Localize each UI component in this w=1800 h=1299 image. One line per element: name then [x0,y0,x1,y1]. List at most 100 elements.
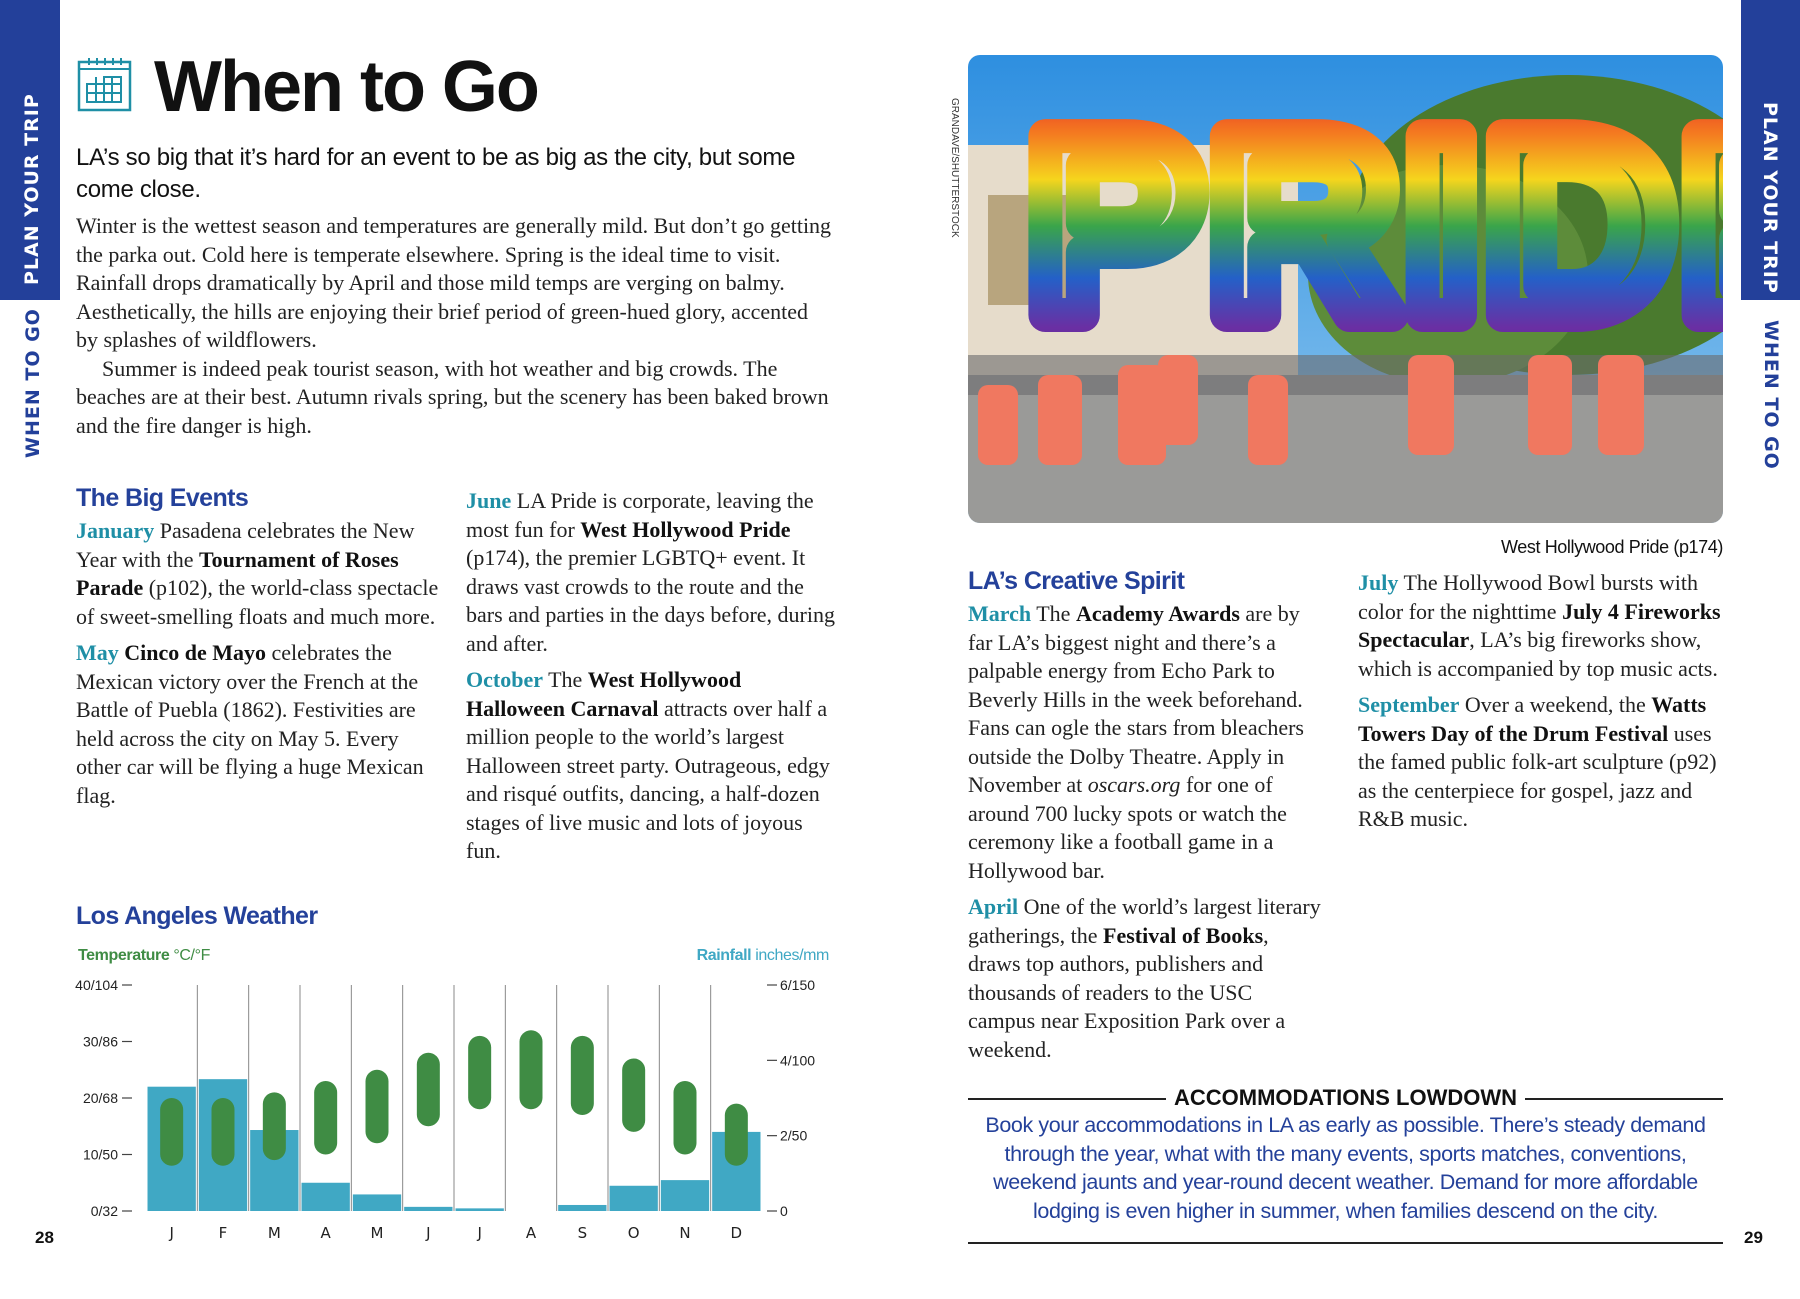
event-month: July [1358,570,1399,595]
text-run: oscars.org [1087,772,1181,797]
weather-heading: Los Angeles Weather [76,902,318,930]
section-heading-big-events: The Big Events [76,484,249,512]
temperature-range-bar-3 [314,1081,338,1155]
chapter-tab-when-to-go[interactable]: WHEN TO GO [0,300,60,470]
event-month: June [466,488,512,513]
temperature-range-bar-0 [160,1098,184,1166]
photo-credit-text: GRANDAVE/SHUTTERSTOCK [949,98,960,238]
text-run: celebrates the Mexican victory over the … [76,640,424,808]
text-run: attracts over half a million people to t… [466,695,830,864]
text-run: LA Pride is corporate, leaving the most … [466,488,814,542]
event-month: May [76,640,119,665]
temperature-unit: °C/°F [173,947,210,964]
right-tick-label: 4/100 [780,1052,815,1068]
left-tick-label: 20/68 [83,1090,118,1106]
month-label: N [679,1224,690,1242]
month-label: F [219,1224,228,1242]
text-run: The [542,667,588,692]
event-name: July 4 Fireworks Spectacular [1358,598,1721,653]
text-run: uses the famed public folk-art sculpture… [1358,720,1717,832]
temperature-range-bar-4 [365,1069,389,1144]
event-name: Tournament of Roses Parade [76,546,399,601]
temperature-range-bar-8 [570,1035,594,1115]
month-label: O [628,1224,640,1242]
temperature-range-bar-7 [519,1030,543,1110]
right-tick-label: 6/150 [780,977,815,993]
rainfall-bar-6 [455,1208,504,1211]
event-name: West Hollywood Halloween Carnaval [466,667,742,721]
accommodations-heading: ACCOMMODATIONS LOWDOWN [1166,1085,1525,1110]
text-run: for one of around 700 lucky spots or wat… [968,772,1287,883]
rainfall-bar-9 [609,1185,658,1211]
photo-credit: GRANDAVE/SHUTTERSTOCK [946,98,962,258]
event-name: Festival of Books [1103,922,1264,948]
event-name: Academy Awards [1075,601,1240,626]
month-label: A [321,1224,332,1242]
month-label: J [425,1224,430,1242]
temperature-range-bar-5 [416,1052,440,1127]
text-run: , draws top authors, publishers and thou… [968,922,1286,1062]
month-label: J [476,1224,481,1242]
section-tab-plan-your-trip[interactable]: PLAN YOUR TRIP [0,0,60,300]
rainfall-bar-8 [558,1204,607,1211]
paragraph: Summer is indeed peak tourist season, wi… [76,355,829,438]
rainfall-label: Rainfall [696,947,752,964]
event-name: Cinco de Mayo [124,640,267,665]
big-events-col-1: The Big Events January Pasadena celebrat… [76,484,446,818]
weather-chart: 0/32 10/50 20/68 30/86 40/104 0 2/50 4/100 6/150… [75,977,815,1242]
section-tab-plan-your-trip-right[interactable]: PLAN YOUR TRIP [1741,0,1800,300]
event-month: September [1358,692,1460,717]
event-may: May Cinco de Mayo celebrates the Mexican… [76,639,446,810]
left-tick-label: 0/32 [91,1203,118,1219]
text-run: One of the world’s largest literary gath… [968,894,1321,948]
creative-spirit-col-1: LA’s Creative Spirit March The Academy A… [968,567,1324,1072]
temperature-range-bar-9 [622,1058,646,1132]
rainfall-bar-10 [660,1180,710,1211]
intro-text: LA’s so big that it’s hard for an event … [76,144,796,203]
event-name: Watts Towers Day of the Drum Festival [1358,692,1707,746]
temperature-range-bar-2 [262,1092,286,1161]
rainfall-bar-3 [301,1182,350,1211]
rainfall-unit: inches/mm [755,947,829,964]
text-run: , LA’s big fireworks show, which is acco… [1358,627,1718,681]
chapter-tab-when-to-go-right[interactable]: WHEN TO GO [1741,300,1800,470]
text-run: The [1031,601,1076,626]
accommodations-box: ACCOMMODATIONS LOWDOWN Book your accommo… [968,1085,1723,1245]
text-run: Pasadena celebrates the New Year with th… [76,518,415,572]
left-tick-label: 40/104 [75,977,118,993]
accommodations-body: Book your accommodations in LA as early … [985,1113,1706,1223]
intro-body: Winter is the wettest season and tempera… [76,212,832,440]
creative-spirit-col-2: July The Hollywood Bowl bursts with colo… [1358,569,1728,842]
section-heading-creative-spirit: LA’s Creative Spirit [968,567,1185,595]
text-run: Over a weekend, the [1459,692,1652,717]
chapter-tab-label: WHEN TO GO [22,308,44,458]
text-run: (p102), the world-class spectacle of swe… [76,575,439,629]
month-label: D [731,1224,743,1242]
event-june: June LA Pride is corporate, leaving the … [466,487,836,658]
left-tick-label: 10/50 [83,1147,118,1163]
temperature-label: Temperature [78,947,170,964]
temperature-range-bar-11 [724,1103,748,1166]
event-september: September Over a weekend, the Watts Towe… [1358,691,1728,834]
big-events-col-2: June LA Pride is corporate, leaving the … [466,487,836,874]
event-month: January [76,518,155,543]
pride-balloon-sign: PRIDE [1028,81,1723,371]
rainfall-axis-title: Rainfall inches/mm [696,947,830,965]
divider [968,1242,1723,1244]
text-run: The Hollywood Bowl bursts with color for… [1358,570,1699,624]
event-month: March [968,601,1032,626]
chapter-tab-label: WHEN TO GO [1760,320,1782,470]
text-run: (p174), the premier LGBTQ+ event. It dra… [466,545,835,656]
event-march: March The Academy Awards are by far LA’s… [968,600,1324,885]
temperature-axis-title: Temperature °C/°F [78,947,210,965]
text-run: are by far LA’s biggest night and there’… [968,601,1304,797]
event-name: West Hollywood Pride [580,516,791,542]
paragraph: Winter is the wettest season and tempera… [76,213,832,352]
event-october: October The West Hollywood Halloween Car… [466,666,836,866]
event-month: April [968,894,1019,919]
rainfall-bar-5 [404,1206,453,1211]
month-label: A [526,1224,537,1242]
page-number-right: 29 [1744,1228,1763,1247]
rainfall-bar-4 [352,1194,402,1211]
month-label: S [578,1224,588,1242]
